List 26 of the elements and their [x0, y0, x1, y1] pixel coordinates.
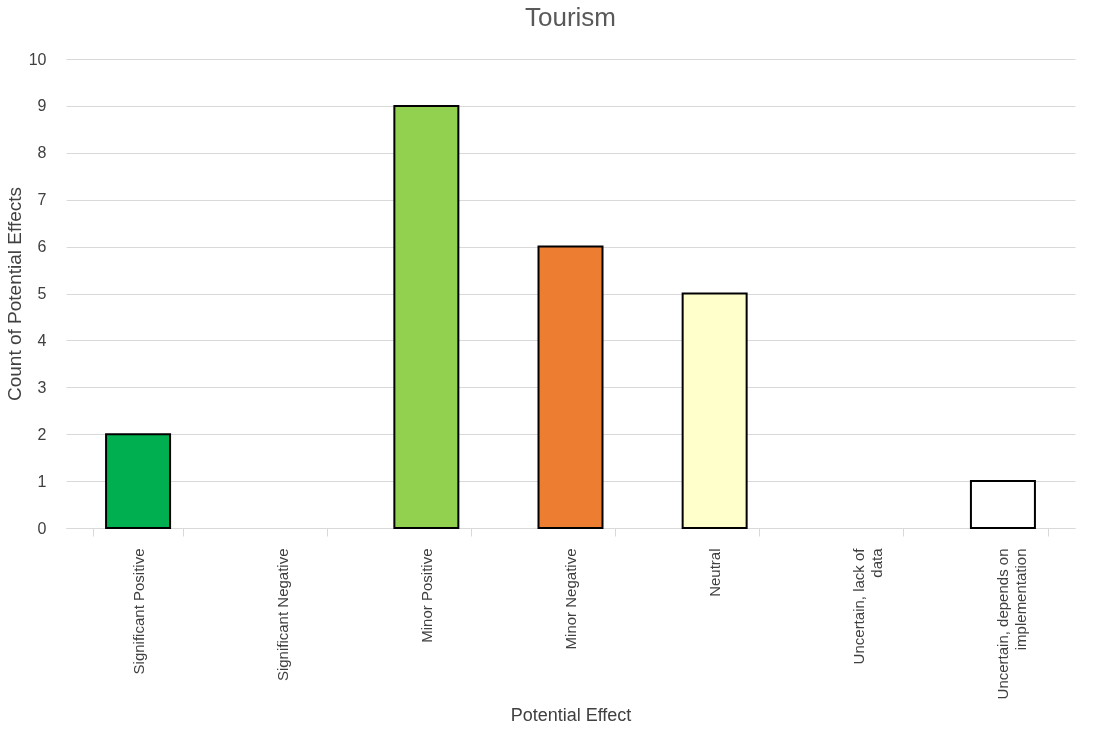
bar: [681, 292, 748, 529]
x-tick-label: Uncertain, lack of data: [850, 547, 886, 665]
x-tick-label: Significant Negative: [273, 548, 291, 682]
x-axis-title: Potential Effect: [510, 705, 632, 726]
chart-title: Tourism: [524, 2, 617, 32]
y-tick-label: 4: [37, 331, 47, 349]
y-tick-label: 5: [37, 285, 47, 302]
y-tick-label: 1: [37, 472, 47, 490]
bar: [537, 245, 604, 529]
y-tick-label: 2: [37, 425, 47, 443]
y-tick-label: 8: [37, 144, 47, 162]
y-tick-label: 7: [37, 191, 47, 209]
x-tick-label: Neutral: [706, 548, 724, 597]
bar: [105, 433, 172, 529]
bar: [393, 104, 460, 529]
x-tick-label: Uncertain, depends on implementation: [994, 548, 1030, 700]
bar: [969, 480, 1036, 529]
y-tick-label: 6: [37, 238, 47, 256]
x-tick-label: Significant Positive: [129, 548, 147, 675]
x-tick-label: Minor Negative: [562, 548, 579, 650]
y-tick-label: 3: [37, 378, 47, 396]
x-tick-label: Minor Positive: [417, 548, 435, 643]
y-tick-label: 10: [28, 50, 47, 68]
y-tick-label: 9: [37, 97, 47, 115]
y-tick-label: 0: [37, 519, 47, 537]
y-axis-title: Count of Potential Effects: [3, 186, 25, 402]
